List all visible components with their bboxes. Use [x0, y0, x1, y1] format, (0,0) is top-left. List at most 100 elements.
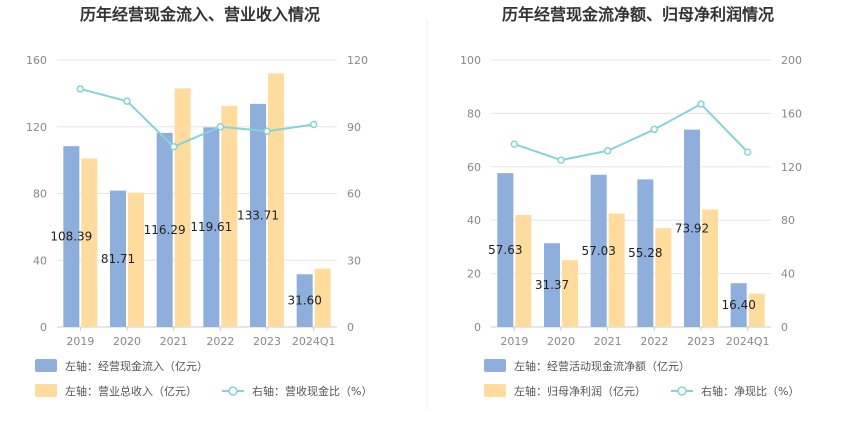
- bar-secondary: [221, 105, 238, 327]
- bar-secondary: [81, 158, 98, 327]
- data-label: 133.71: [237, 208, 279, 222]
- x-tick-label: 2021: [594, 335, 622, 348]
- y-left-tick-label: 100: [460, 54, 481, 67]
- bar-primary: [497, 173, 514, 327]
- bar-primary: [296, 274, 313, 327]
- bar-primary: [544, 243, 560, 327]
- legend-line-icon: [677, 386, 687, 396]
- bar-secondary: [515, 214, 532, 327]
- y-right-tick-label: 60: [347, 188, 361, 201]
- y-right-tick-label: 90: [347, 121, 361, 134]
- y-left-tick-label: 0: [474, 321, 481, 334]
- bar-secondary: [268, 73, 284, 327]
- y-left-tick-label: 120: [26, 121, 47, 134]
- y-left-tick-label: 80: [33, 188, 47, 201]
- bar-primary: [156, 132, 173, 327]
- y-left-tick-label: 20: [467, 268, 481, 281]
- y-left-tick-label: 80: [467, 107, 481, 120]
- x-tick-label: 2023: [687, 335, 715, 348]
- legend-swatch-primary: [35, 359, 57, 372]
- bar-primary: [730, 283, 747, 327]
- y-right-tick-label: 80: [781, 214, 795, 227]
- y-right-tick-label: 120: [781, 161, 802, 174]
- legend-label: 左轴：归母净利润（亿元）: [514, 384, 646, 398]
- y-left-tick-label: 60: [467, 161, 481, 174]
- x-tick-label: 2019: [500, 335, 528, 348]
- x-tick-label: 2023: [253, 335, 281, 348]
- y-right-tick-label: 160: [781, 107, 802, 120]
- bar-secondary: [655, 228, 672, 327]
- y-right-tick-label: 0: [347, 321, 354, 334]
- data-label: 57.63: [488, 243, 522, 257]
- ratio-point: [510, 140, 519, 148]
- bar-secondary: [702, 209, 718, 327]
- legend-swatch-secondary: [484, 384, 506, 397]
- bar-secondary: [174, 88, 191, 328]
- legend-label: 左轴：经营活动现金流净额（亿元）: [514, 359, 690, 373]
- chart-panel-cash-inflow: 历年经营现金流入、营业收入情况 0 40 80 120 160 0 30 60 90 120 201…: [26, 5, 372, 398]
- ratio-point: [76, 85, 85, 93]
- ratio-point: [557, 156, 565, 164]
- data-label: 55.28: [628, 246, 662, 260]
- bar-secondary: [748, 293, 765, 327]
- bar-secondary: [608, 213, 625, 327]
- data-label: 73.92: [675, 221, 709, 235]
- ratio-point: [743, 148, 752, 156]
- ratio-point: [650, 125, 659, 134]
- x-tick-label: 2024Q1: [292, 335, 336, 348]
- ratio-point: [697, 100, 705, 108]
- y-right-tick-label: 40: [781, 268, 795, 281]
- bar-primary: [250, 103, 266, 328]
- x-tick-label: 2019: [66, 335, 94, 348]
- chart-panel-net-cash: 历年经营现金流净额、归母净利润情况 0 20 40 60 80 100 0 40 80 120 16…: [460, 5, 802, 398]
- x-tick-label: 2022: [640, 335, 668, 348]
- bar-secondary: [128, 192, 144, 327]
- legend-label: 右轴：净现比（%）: [701, 384, 799, 398]
- ratio-point: [263, 127, 271, 135]
- ratio-line: [514, 102, 749, 162]
- y-left-tick-label: 160: [26, 54, 47, 67]
- x-tick-label: 2020: [113, 335, 141, 348]
- ratio-point: [603, 147, 612, 155]
- data-label: 119.61: [190, 220, 232, 234]
- x-tick-label: 2021: [160, 335, 188, 348]
- data-label: 116.29: [144, 223, 186, 237]
- legend-label: 右轴：营收现金比（%）: [252, 384, 372, 398]
- ratio-line: [80, 87, 314, 148]
- legend-line-icon: [228, 386, 238, 396]
- y-right-tick-label: 0: [781, 321, 788, 334]
- bar-primary: [110, 190, 126, 327]
- ratio-point: [216, 123, 225, 131]
- ratio-point: [123, 97, 131, 105]
- y-right-tick-label: 120: [347, 54, 368, 67]
- ratio-point: [169, 143, 178, 151]
- bar-primary: [637, 179, 654, 327]
- bar-primary: [63, 146, 80, 327]
- y-left-tick-label: 40: [33, 254, 47, 267]
- x-tick-label: 2022: [206, 335, 234, 348]
- legend-swatch-secondary: [35, 384, 57, 397]
- ratio-point: [309, 120, 318, 129]
- y-right-tick-label: 200: [781, 54, 802, 67]
- legend-label: 左轴：经营现金流入（亿元）: [65, 359, 208, 373]
- data-label: 81.71: [101, 252, 135, 266]
- chart-title: 历年经营现金流净额、归母净利润情况: [502, 5, 774, 24]
- x-tick-label: 2024Q1: [726, 335, 770, 348]
- y-right-tick-label: 30: [347, 254, 361, 267]
- chart-title: 历年经营现金流入、营业收入情况: [80, 5, 320, 24]
- bar-secondary: [314, 268, 331, 327]
- y-left-tick-label: 40: [467, 214, 481, 227]
- bar-primary: [684, 129, 700, 327]
- bar-primary: [203, 127, 220, 327]
- data-label: 16.40: [721, 298, 755, 312]
- data-label: 31.37: [535, 278, 569, 292]
- data-label: 108.39: [50, 230, 92, 244]
- bar-primary: [590, 174, 607, 327]
- data-label: 31.60: [287, 294, 321, 308]
- bar-secondary: [562, 260, 578, 327]
- legend-swatch-primary: [484, 359, 506, 372]
- x-tick-label: 2020: [547, 335, 575, 348]
- data-label: 57.03: [581, 244, 615, 258]
